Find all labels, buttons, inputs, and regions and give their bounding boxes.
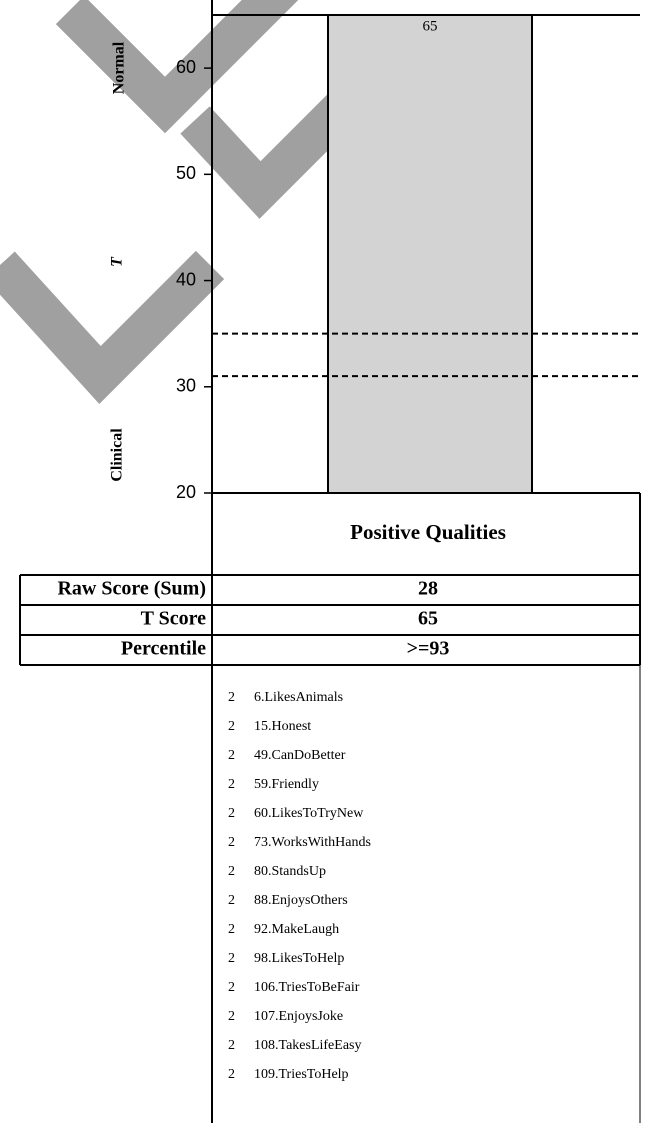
item-name: 60.LikesToTryNew xyxy=(254,806,364,821)
item-score: 2 xyxy=(228,806,235,821)
table-row-label: T Score xyxy=(141,608,206,630)
item-name: 6.LikesAnimals xyxy=(254,690,343,705)
y-tick-label: 50 xyxy=(176,163,196,183)
item-score: 2 xyxy=(228,980,235,995)
item-name: 15.Honest xyxy=(254,719,311,734)
bar xyxy=(327,14,533,494)
table-row-value: >=93 xyxy=(407,638,450,660)
item-name: 107.EnjoysJoke xyxy=(254,1009,343,1024)
item-score: 2 xyxy=(228,893,235,908)
y-tick-label: 60 xyxy=(176,57,196,77)
item-name: 59.Friendly xyxy=(254,777,319,792)
item-name: 106.TriesToBeFair xyxy=(254,980,360,995)
axis-label-normal: Normal xyxy=(111,41,128,94)
item-score: 2 xyxy=(228,748,235,763)
item-score: 2 xyxy=(228,1038,235,1053)
y-tick-label: 20 xyxy=(176,482,196,502)
table-row-label: Raw Score (Sum) xyxy=(57,578,206,600)
watermark-chevron xyxy=(0,250,225,404)
y-tick-label: 30 xyxy=(176,376,196,396)
table-row-label: Percentile xyxy=(121,638,206,660)
item-name: 109.TriesToHelp xyxy=(254,1067,349,1082)
table-row-value: 65 xyxy=(418,608,438,630)
item-score: 2 xyxy=(228,864,235,879)
item-name: 108.TakesLifeEasy xyxy=(254,1038,361,1053)
item-name: 80.StandsUp xyxy=(254,864,326,879)
item-score: 2 xyxy=(228,922,235,937)
item-name: 92.MakeLaugh xyxy=(254,922,339,937)
item-score: 2 xyxy=(228,719,235,734)
table-row-value: 28 xyxy=(418,578,438,600)
item-score: 2 xyxy=(228,835,235,850)
item-name: 88.EnjoysOthers xyxy=(254,893,348,908)
watermark-chevron xyxy=(55,0,299,134)
axis-label-t: T xyxy=(109,256,126,267)
item-score: 2 xyxy=(228,1067,235,1082)
item-name: 49.CanDoBetter xyxy=(254,748,346,763)
category-label: Positive Qualities xyxy=(350,520,506,544)
item-name: 73.WorksWithHands xyxy=(254,835,371,850)
item-score: 2 xyxy=(228,690,235,705)
y-tick-label: 40 xyxy=(176,269,196,289)
item-score: 2 xyxy=(228,951,235,966)
axis-label-clinical: Clinical xyxy=(109,428,126,482)
item-name: 98.LikesToHelp xyxy=(254,951,344,966)
item-score: 2 xyxy=(228,1009,235,1024)
item-score: 2 xyxy=(228,777,235,792)
bar-value-label: 65 xyxy=(423,18,438,34)
